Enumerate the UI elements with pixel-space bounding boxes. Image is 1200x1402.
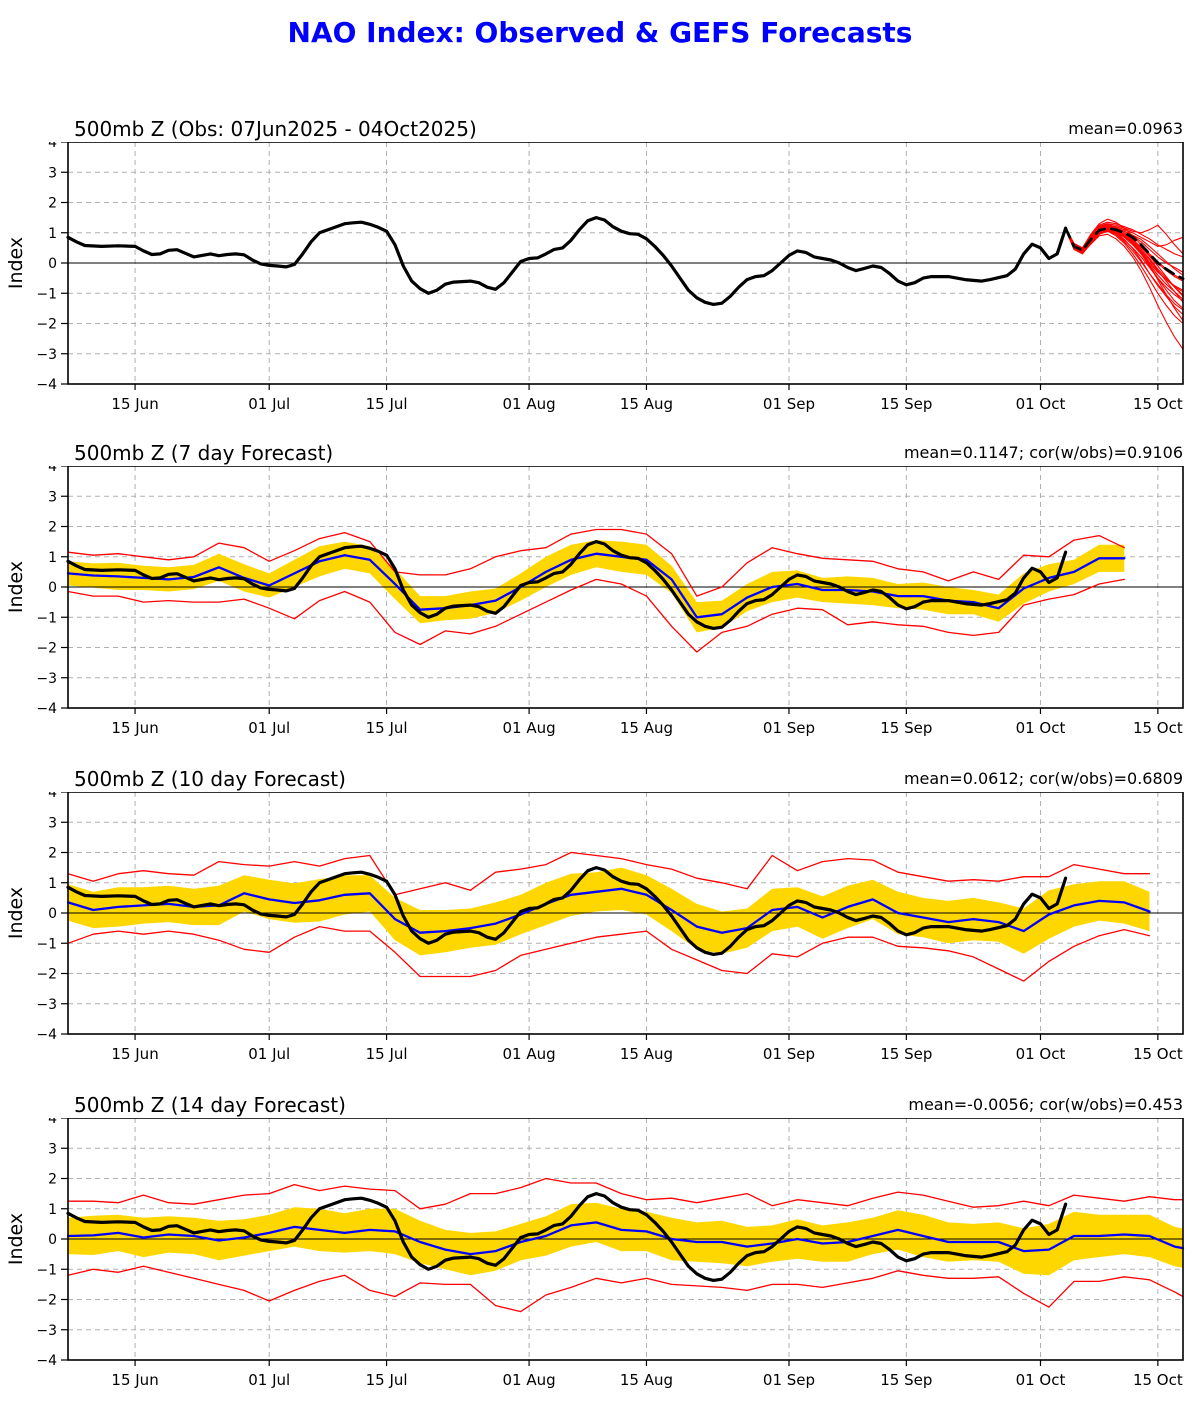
plot-observed: 4 3 2 1 0 −1 −2 −3 −4 15 Jun 01 Jul 15 Jul 01 Aug 15 … — [5, 142, 1185, 413]
panel-forecast-7day: 500mb Z (7 day Forecast) mean=0.1147; co… — [0, 430, 1200, 750]
svg-text:−4: −4 — [36, 1353, 57, 1369]
svg-text:Index: Index — [5, 237, 27, 289]
svg-text:3: 3 — [48, 815, 57, 831]
svg-text:15 Sep: 15 Sep — [880, 719, 932, 737]
svg-text:−2: −2 — [36, 967, 57, 983]
svg-text:01 Sep: 01 Sep — [763, 719, 815, 737]
svg-text:3: 3 — [48, 489, 57, 505]
svg-text:−3: −3 — [36, 347, 57, 363]
svg-text:15 Oct: 15 Oct — [1133, 1045, 1183, 1063]
svg-text:15 Aug: 15 Aug — [620, 719, 673, 737]
svg-text:−2: −2 — [36, 641, 57, 657]
svg-text:15 Jun: 15 Jun — [111, 1371, 158, 1389]
svg-text:−4: −4 — [36, 701, 57, 717]
svg-text:01 Jul: 01 Jul — [248, 719, 290, 737]
panel-observed: 500mb Z (Obs: 07Jun2025 - 04Oct2025) mea… — [0, 106, 1200, 426]
svg-text:4: 4 — [48, 1118, 57, 1127]
panel-stats: mean=0.0963 — [1068, 119, 1183, 139]
svg-text:15 Jul: 15 Jul — [366, 395, 408, 413]
svg-text:0: 0 — [48, 580, 57, 596]
plot-forecast-7day: 4 3 2 1 0 −1 −2 −3 −4 15 Jun 01 Jul 15 Jul 01 Aug 15 … — [5, 466, 1184, 737]
panel-title: 500mb Z (14 day Forecast) — [74, 1093, 346, 1117]
svg-text:01 Sep: 01 Sep — [763, 1371, 815, 1389]
svg-text:01 Jul: 01 Jul — [248, 395, 290, 413]
svg-text:15 Sep: 15 Sep — [880, 1045, 932, 1063]
svg-text:2: 2 — [48, 846, 57, 862]
svg-text:4: 4 — [48, 792, 57, 801]
svg-text:15 Sep: 15 Sep — [880, 395, 932, 413]
panel-title: 500mb Z (7 day Forecast) — [74, 441, 334, 465]
svg-text:01 Aug: 01 Aug — [503, 395, 556, 413]
svg-text:15 Jun: 15 Jun — [111, 1045, 158, 1063]
svg-text:3: 3 — [48, 1141, 57, 1157]
svg-text:−1: −1 — [36, 1262, 57, 1278]
svg-text:2: 2 — [48, 1172, 57, 1188]
panel-stats: mean=0.1147; cor(w/obs)=0.9106 — [903, 443, 1183, 463]
svg-text:−4: −4 — [36, 377, 57, 393]
svg-text:−3: −3 — [36, 997, 57, 1013]
svg-text:Index: Index — [5, 561, 27, 613]
panel-stats: mean=-0.0056; cor(w/obs)=0.453 — [908, 1095, 1183, 1115]
svg-text:01 Sep: 01 Sep — [763, 1045, 815, 1063]
svg-text:01 Oct: 01 Oct — [1016, 1045, 1066, 1063]
svg-text:15 Jun: 15 Jun — [111, 395, 158, 413]
panel-header: 500mb Z (14 day Forecast) mean=-0.0056; … — [0, 1082, 1200, 1116]
figure-title: NAO Index: Observed & GEFS Forecasts — [287, 16, 913, 49]
svg-text:Index: Index — [5, 887, 27, 939]
svg-text:−3: −3 — [36, 1323, 57, 1339]
svg-text:15 Jul: 15 Jul — [366, 719, 408, 737]
svg-text:01 Jul: 01 Jul — [248, 1371, 290, 1389]
panel-title: 500mb Z (Obs: 07Jun2025 - 04Oct2025) — [74, 117, 477, 141]
svg-text:01 Oct: 01 Oct — [1016, 719, 1066, 737]
svg-text:−2: −2 — [36, 317, 57, 333]
svg-text:−1: −1 — [36, 936, 57, 952]
svg-text:15 Oct: 15 Oct — [1133, 395, 1183, 413]
svg-text:4: 4 — [48, 142, 57, 151]
svg-text:15 Oct: 15 Oct — [1133, 1371, 1183, 1389]
plot-forecast-14day: 4 3 2 1 0 −1 −2 −3 −4 15 Jun 01 Jul 15 Jul 01 Aug 15 … — [5, 1118, 1185, 1389]
panel-header: 500mb Z (Obs: 07Jun2025 - 04Oct2025) mea… — [0, 106, 1200, 140]
svg-text:1: 1 — [48, 876, 57, 892]
panel-stats: mean=0.0612; cor(w/obs)=0.6809 — [903, 769, 1183, 789]
svg-text:15 Aug: 15 Aug — [620, 1045, 673, 1063]
svg-text:−2: −2 — [36, 1293, 57, 1309]
panel-title: 500mb Z (10 day Forecast) — [74, 767, 346, 791]
svg-text:01 Aug: 01 Aug — [503, 1045, 556, 1063]
svg-text:15 Jul: 15 Jul — [366, 1045, 408, 1063]
svg-text:0: 0 — [48, 256, 57, 272]
svg-text:0: 0 — [48, 906, 57, 922]
svg-text:15 Aug: 15 Aug — [620, 1371, 673, 1389]
svg-text:01 Jul: 01 Jul — [248, 1045, 290, 1063]
svg-text:1: 1 — [48, 226, 57, 242]
panel-forecast-14day: 500mb Z (14 day Forecast) mean=-0.0056; … — [0, 1082, 1200, 1402]
svg-text:2: 2 — [48, 196, 57, 212]
svg-text:01 Aug: 01 Aug — [503, 1371, 556, 1389]
svg-text:−1: −1 — [36, 610, 57, 626]
svg-text:−4: −4 — [36, 1027, 57, 1043]
svg-text:4: 4 — [48, 466, 57, 475]
svg-text:01 Sep: 01 Sep — [763, 395, 815, 413]
svg-text:15 Jul: 15 Jul — [366, 1371, 408, 1389]
panel-header: 500mb Z (7 day Forecast) mean=0.1147; co… — [0, 430, 1200, 464]
svg-text:2: 2 — [48, 520, 57, 536]
svg-text:3: 3 — [48, 165, 57, 181]
svg-text:1: 1 — [48, 1202, 57, 1218]
svg-text:01 Oct: 01 Oct — [1016, 1371, 1066, 1389]
svg-text:15 Jun: 15 Jun — [111, 719, 158, 737]
svg-text:1: 1 — [48, 550, 57, 566]
svg-text:−3: −3 — [36, 671, 57, 687]
svg-text:−1: −1 — [36, 286, 57, 302]
svg-text:15 Sep: 15 Sep — [880, 1371, 932, 1389]
panel-header: 500mb Z (10 day Forecast) mean=0.0612; c… — [0, 756, 1200, 790]
plot-forecast-10day: 4 3 2 1 0 −1 −2 −3 −4 15 Jun 01 Jul 15 Jul 01 Aug 15 … — [5, 792, 1184, 1063]
svg-text:15 Aug: 15 Aug — [620, 395, 673, 413]
svg-text:01 Oct: 01 Oct — [1016, 395, 1066, 413]
svg-text:15 Oct: 15 Oct — [1133, 719, 1183, 737]
svg-text:Index: Index — [5, 1213, 27, 1265]
svg-text:0: 0 — [48, 1232, 57, 1248]
panel-forecast-10day: 500mb Z (10 day Forecast) mean=0.0612; c… — [0, 756, 1200, 1076]
svg-text:01 Aug: 01 Aug — [503, 719, 556, 737]
